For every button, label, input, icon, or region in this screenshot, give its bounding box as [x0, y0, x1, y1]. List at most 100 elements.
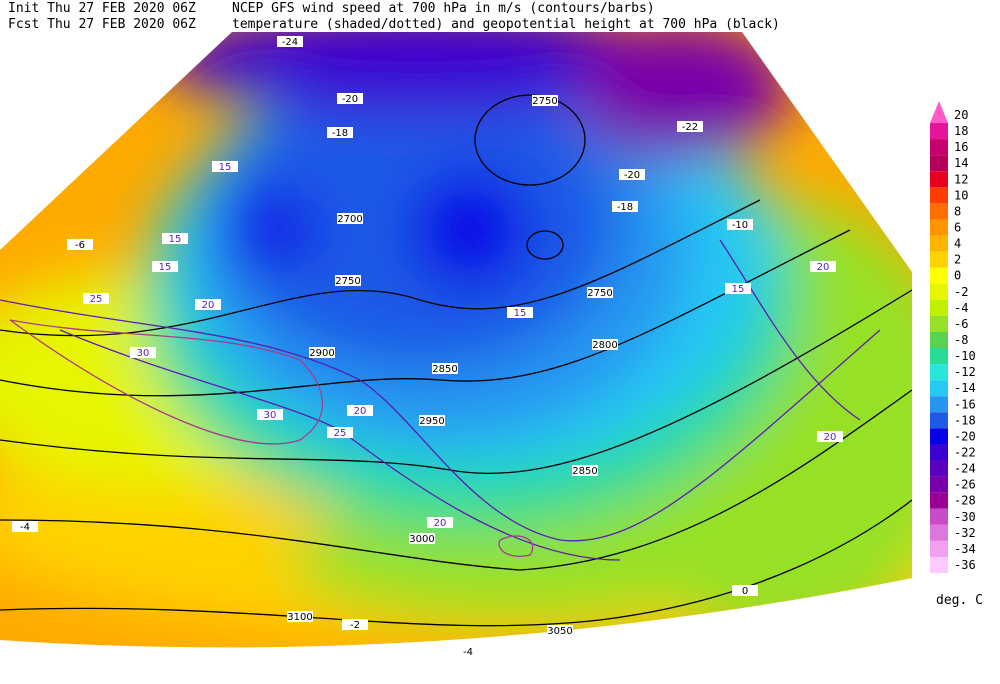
wind-label: 15 — [732, 284, 745, 295]
map-labels: 2700 2750 2750 2750 2800 2850 2900 2950 3000 3050… — [12, 36, 843, 658]
map-label-box — [327, 427, 353, 438]
colorbar-swatch — [930, 508, 948, 525]
wind-label: 20 — [354, 406, 367, 417]
colorbar-swatch — [930, 187, 948, 204]
temp-label: -22 — [682, 122, 698, 133]
colorbar-swatch — [930, 315, 948, 332]
map-label-box — [612, 201, 638, 212]
colorbar-label: 6 — [954, 221, 961, 235]
map-label-box — [309, 347, 335, 358]
colorbar-swatch — [930, 364, 948, 381]
temp-label: -20 — [624, 170, 640, 181]
wind-label: 30 — [137, 348, 150, 359]
colorbar-swatch — [930, 219, 948, 236]
height-label: 2900 — [309, 348, 334, 359]
colorbar-label: 18 — [954, 124, 968, 138]
map-label-box — [162, 233, 188, 244]
temp-label: -2 — [350, 620, 360, 631]
colorbar-swatch — [930, 348, 948, 365]
map-label-box — [257, 409, 283, 420]
colorbar-label: -34 — [954, 542, 976, 556]
map-label-box — [572, 465, 598, 476]
height-contours — [0, 94, 912, 627]
init-line: Init Thu 27 FEB 2020 06Z — [8, 1, 196, 16]
map-label-box — [409, 533, 435, 544]
colorbar-label: 20 — [954, 108, 968, 122]
colorbar-swatch — [930, 380, 948, 397]
map-label-box — [12, 521, 38, 532]
colorbar-swatch — [930, 476, 948, 493]
colorbar-label: -14 — [954, 381, 976, 395]
colorbar-label: 0 — [954, 269, 961, 283]
colorbar-swatch — [930, 412, 948, 429]
height-label: 3050 — [547, 626, 572, 637]
colorbar-label: 14 — [954, 156, 968, 170]
wind-label: 15 — [159, 262, 172, 273]
temp-label: 0 — [742, 586, 748, 597]
map-label-box — [277, 36, 303, 47]
map-label-box — [287, 611, 313, 622]
wind-label: 15 — [514, 308, 527, 319]
temp-label: -4 — [463, 647, 473, 658]
colorbar-label: 10 — [954, 188, 968, 202]
map-label-box — [212, 161, 238, 172]
colorbar-label: -22 — [954, 446, 976, 460]
colorbar-label: -10 — [954, 349, 976, 363]
map-label-box — [195, 299, 221, 310]
colorbar-label: -28 — [954, 494, 976, 508]
wind-label: 20 — [434, 518, 447, 529]
colorbar-swatch — [930, 283, 948, 300]
temp-label: -18 — [617, 202, 633, 213]
map-label-box — [152, 261, 178, 272]
map-label-box — [619, 169, 645, 180]
colorbar-label: -30 — [954, 510, 976, 524]
colorbar-swatch — [930, 524, 948, 541]
colorbar-swatch — [930, 331, 948, 349]
colorbar-label: -26 — [954, 478, 976, 492]
colorbar-swatch — [930, 203, 948, 220]
colorbar-swatch — [930, 396, 948, 413]
map-label-box — [810, 261, 836, 272]
temp-label: -4 — [20, 522, 30, 533]
colorbar-swatch — [930, 235, 948, 252]
map-label-box — [347, 405, 373, 416]
colorbar-label: 12 — [954, 172, 968, 186]
colorbar-swatch — [930, 540, 948, 557]
map-label-box — [83, 293, 109, 304]
map-label-box — [727, 219, 753, 230]
colorbar-swatch — [930, 123, 948, 140]
map-label-box — [432, 363, 458, 374]
wind-label: 20 — [202, 300, 215, 311]
colorbar-label: -2 — [954, 285, 968, 299]
colorbar-label: -18 — [954, 413, 976, 427]
colorbar-swatch — [930, 492, 948, 509]
temp-label: -18 — [332, 128, 348, 139]
map-label-box — [337, 213, 363, 224]
colorbar-label: -4 — [954, 301, 968, 315]
map-label-box — [427, 517, 453, 528]
map-label-box — [547, 625, 573, 636]
map-label-box — [732, 585, 758, 596]
colorbar-label: -8 — [954, 333, 968, 347]
map-label-box — [67, 239, 93, 250]
map-label-box — [335, 275, 361, 286]
temp-label: -20 — [342, 94, 358, 105]
colorbar-swatch — [930, 251, 948, 268]
colorbar-label: 8 — [954, 204, 961, 218]
map-label-box — [817, 431, 843, 442]
colorbar-unit: deg. C — [936, 593, 983, 608]
colorbar-label: -32 — [954, 526, 976, 540]
height-label: 2850 — [572, 466, 597, 477]
colorbar-swatch — [930, 155, 948, 172]
map-label-box — [532, 95, 558, 106]
colorbar-label: -12 — [954, 365, 976, 379]
colorbar-label: -20 — [954, 429, 976, 443]
height-label: 2850 — [432, 364, 457, 375]
height-label: 2750 — [587, 288, 612, 299]
colorbar-swatch — [930, 460, 948, 477]
colorbar-swatch — [930, 171, 948, 188]
temp-label: -24 — [282, 37, 298, 48]
title: NCEP GFS wind speed at 700 hPa in m/s (c… — [232, 1, 655, 16]
map-label-box — [455, 646, 481, 657]
